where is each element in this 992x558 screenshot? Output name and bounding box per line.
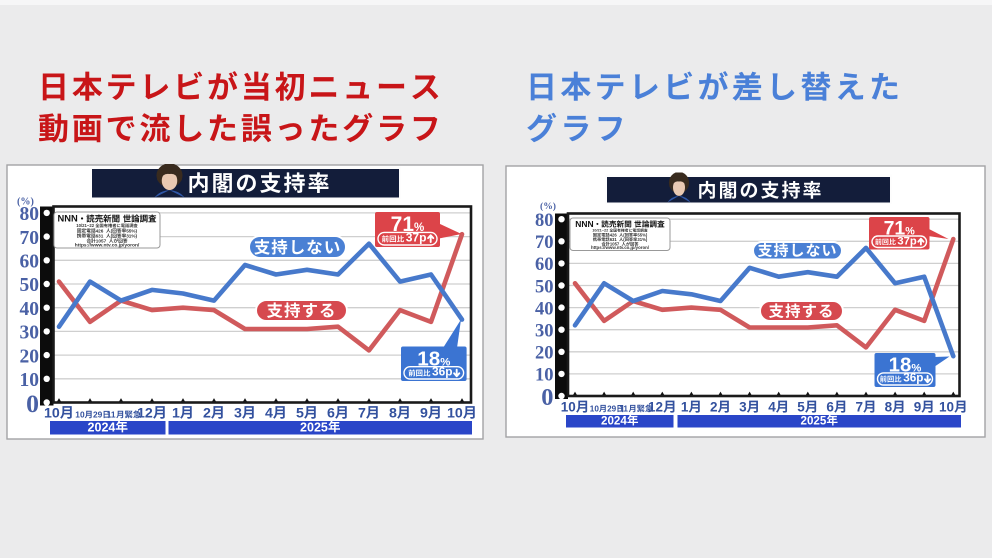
svg-text:NNN: NNN	[575, 219, 593, 229]
svg-text:1: 1	[681, 400, 689, 415]
svg-text:70: 70	[535, 233, 554, 253]
svg-text:https://www.ntv.co.jp/yoron/: https://www.ntv.co.jp/yoron/	[591, 245, 650, 250]
svg-text:4: 4	[768, 400, 776, 415]
svg-text:8: 8	[389, 406, 397, 422]
svg-text:10: 10	[75, 410, 85, 420]
svg-text:11: 11	[107, 410, 116, 420]
svg-text:40: 40	[535, 299, 554, 319]
svg-text:37p: 37p	[897, 235, 916, 247]
svg-text:2: 2	[710, 400, 718, 415]
svg-text:29: 29	[93, 410, 103, 420]
svg-text:(: (	[623, 232, 625, 237]
svg-text:426: 426	[610, 232, 618, 237]
svg-text:6: 6	[327, 406, 335, 422]
svg-text:10: 10	[535, 366, 554, 386]
svg-text:29: 29	[607, 405, 617, 414]
svg-text:(%): (%)	[17, 197, 34, 208]
svg-text:20: 20	[535, 344, 554, 364]
svg-text:80: 80	[535, 211, 554, 231]
svg-text:37p: 37p	[406, 231, 427, 245]
svg-text:2024: 2024	[601, 415, 627, 428]
svg-text:6: 6	[826, 400, 834, 415]
svg-text:426: 426	[96, 228, 104, 233]
svg-text:1057: 1057	[96, 238, 107, 243]
svg-text:10: 10	[20, 370, 40, 391]
svg-text:7: 7	[358, 406, 366, 422]
svg-text:1057: 1057	[610, 242, 620, 247]
svg-text:10: 10	[447, 406, 463, 422]
svg-text:10/21~22: 10/21~22	[76, 223, 94, 228]
svg-text:20: 20	[20, 346, 40, 367]
svg-text:50: 50	[20, 275, 40, 296]
svg-text:NNN: NNN	[58, 214, 78, 224]
svg-text:11: 11	[619, 405, 628, 414]
svg-text:8: 8	[885, 400, 893, 415]
svg-text:0: 0	[541, 384, 553, 411]
svg-text:80: 80	[20, 204, 40, 225]
svg-text:10/21~22: 10/21~22	[592, 229, 608, 233]
svg-text:5: 5	[296, 406, 304, 422]
svg-text:631: 631	[96, 233, 104, 238]
svg-text:https://www.ntv.co.jp/yoron/: https://www.ntv.co.jp/yoron/	[75, 242, 140, 248]
svg-text:5: 5	[797, 400, 805, 415]
svg-text:9: 9	[420, 406, 428, 422]
svg-text:2025: 2025	[300, 420, 328, 434]
svg-text:30: 30	[20, 323, 40, 344]
svg-text:(: (	[111, 228, 113, 233]
svg-text:9: 9	[914, 400, 922, 415]
svg-text:31%): 31%)	[126, 233, 137, 238]
svg-text:0: 0	[26, 389, 39, 418]
svg-text:2: 2	[203, 406, 211, 422]
svg-text:(: (	[111, 233, 113, 238]
svg-text:60: 60	[20, 252, 40, 273]
svg-text:631: 631	[610, 237, 618, 242]
svg-text:10: 10	[44, 406, 60, 422]
svg-text:36p: 36p	[903, 372, 923, 385]
svg-text:4: 4	[265, 406, 273, 422]
svg-text:3: 3	[739, 400, 747, 415]
svg-text:70: 70	[20, 228, 40, 249]
svg-text:30: 30	[535, 322, 554, 342]
svg-text:60: 60	[535, 255, 554, 275]
svg-text:55%): 55%)	[637, 232, 647, 237]
svg-text:31%): 31%)	[637, 237, 647, 242]
svg-text:(%): (%)	[540, 201, 556, 212]
svg-text:3: 3	[234, 406, 242, 422]
svg-text:1: 1	[172, 406, 180, 422]
svg-text:36p: 36p	[432, 365, 453, 379]
svg-text:55%): 55%)	[126, 228, 137, 233]
svg-text:12: 12	[648, 400, 663, 415]
svg-text:12: 12	[137, 406, 153, 422]
svg-text:50: 50	[535, 277, 554, 297]
svg-text:10: 10	[561, 400, 576, 415]
svg-text:2025: 2025	[801, 415, 827, 428]
svg-text:40: 40	[20, 299, 40, 320]
svg-text:2024: 2024	[88, 420, 116, 434]
svg-text:7: 7	[856, 400, 864, 415]
svg-text:10: 10	[939, 400, 954, 415]
svg-text:(: (	[623, 237, 625, 242]
svg-text:10: 10	[590, 405, 600, 414]
